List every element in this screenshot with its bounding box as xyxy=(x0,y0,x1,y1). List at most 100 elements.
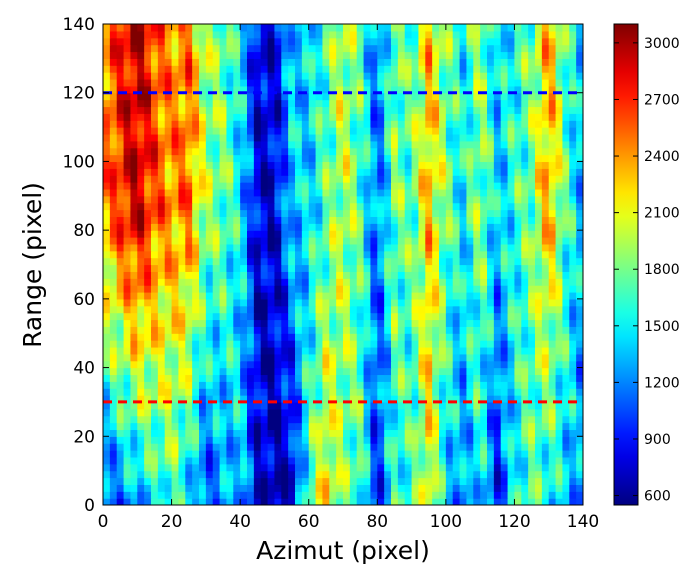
heatmap-cell xyxy=(247,463,255,472)
heatmap-cell xyxy=(452,360,461,369)
heatmap-cell xyxy=(528,147,536,156)
heatmap-cell xyxy=(260,360,269,369)
heatmap-cell xyxy=(171,92,180,101)
heatmap-cell xyxy=(199,305,207,314)
heatmap-cell xyxy=(144,202,152,211)
heatmap-cell xyxy=(329,120,337,128)
heatmap-cell xyxy=(480,326,488,334)
heatmap-cell xyxy=(137,216,145,224)
heatmap-cell xyxy=(418,147,426,156)
heatmap-cell xyxy=(103,305,111,314)
heatmap-cell xyxy=(157,127,166,135)
heatmap-cell xyxy=(322,243,330,252)
heatmap-cell xyxy=(391,250,399,259)
heatmap-cell xyxy=(370,470,378,479)
heatmap-cell xyxy=(500,147,509,156)
heatmap-cell xyxy=(336,401,344,410)
heatmap-cell xyxy=(569,37,577,46)
heatmap-cell xyxy=(205,72,214,80)
heatmap-cell xyxy=(164,58,173,66)
heatmap-cell xyxy=(349,120,358,128)
heatmap-cell xyxy=(233,388,241,396)
heatmap-cell xyxy=(137,65,145,73)
heatmap-cell xyxy=(384,291,392,300)
heatmap-cell xyxy=(480,223,488,231)
heatmap-cell xyxy=(555,44,564,53)
heatmap-cell xyxy=(439,113,447,121)
heatmap-cell xyxy=(473,120,481,128)
heatmap-cell xyxy=(397,498,406,505)
heatmap-cell xyxy=(212,58,221,66)
heatmap-cell xyxy=(295,353,303,362)
heatmap-cell xyxy=(322,250,330,259)
heatmap-cell xyxy=(301,195,310,204)
heatmap-cell xyxy=(253,188,262,197)
heatmap-cell xyxy=(356,30,365,39)
heatmap-cell xyxy=(157,113,166,121)
heatmap-cell xyxy=(411,401,420,410)
heatmap-cell xyxy=(466,175,474,183)
heatmap-cell xyxy=(103,230,111,238)
heatmap-cell xyxy=(185,175,193,183)
heatmap-cell xyxy=(541,72,550,80)
heatmap-cell xyxy=(535,395,543,403)
heatmap-cell xyxy=(562,30,570,39)
heatmap-cell xyxy=(301,408,310,417)
heatmap-cell xyxy=(192,415,200,424)
heatmap-cell xyxy=(267,319,276,327)
heatmap-cell xyxy=(192,278,200,286)
heatmap-cell xyxy=(274,72,282,80)
heatmap-cell xyxy=(322,51,330,59)
heatmap-cell xyxy=(247,298,255,307)
heatmap-cell xyxy=(288,470,296,479)
heatmap-cell xyxy=(157,298,166,307)
heatmap-cell xyxy=(521,51,529,59)
heatmap-cell xyxy=(226,24,234,32)
heatmap-cell xyxy=(562,298,570,307)
heatmap-cell xyxy=(432,429,440,437)
heatmap-cell xyxy=(507,450,516,458)
heatmap-cell xyxy=(356,271,365,279)
heatmap-cell xyxy=(480,188,488,197)
heatmap-cell xyxy=(487,24,495,32)
heatmap-cell xyxy=(151,463,159,472)
heatmap-cell xyxy=(185,305,193,314)
heatmap-cell xyxy=(144,195,152,204)
heatmap-cell xyxy=(397,319,406,327)
heatmap-cell xyxy=(192,85,200,94)
heatmap-cell xyxy=(363,127,372,135)
heatmap-cell xyxy=(521,188,529,197)
heatmap-cell xyxy=(336,65,344,73)
heatmap-cell xyxy=(274,470,282,479)
heatmap-cell xyxy=(487,353,495,362)
heatmap-cell xyxy=(308,374,317,382)
heatmap-cell xyxy=(336,99,344,108)
heatmap-cell xyxy=(439,250,447,259)
heatmap-cell xyxy=(500,65,509,73)
heatmap-cell xyxy=(425,230,433,238)
heatmap-cell xyxy=(459,326,468,334)
heatmap-cell xyxy=(569,319,577,327)
heatmap-cell xyxy=(267,154,276,163)
heatmap-cell xyxy=(109,99,118,108)
heatmap-cell xyxy=(466,456,474,465)
heatmap-cell xyxy=(260,278,269,286)
heatmap-cell xyxy=(411,374,420,382)
heatmap-cell xyxy=(459,78,468,87)
heatmap-cell xyxy=(329,202,337,211)
heatmap-cell xyxy=(151,154,159,163)
heatmap-cell xyxy=(233,346,241,355)
heatmap-cell xyxy=(157,305,166,314)
heatmap-cell xyxy=(480,450,488,458)
heatmap-cell xyxy=(363,188,372,197)
heatmap-cell xyxy=(569,429,577,437)
heatmap-cell xyxy=(137,85,145,94)
heatmap-cell xyxy=(466,285,474,293)
heatmap-cell xyxy=(576,285,583,293)
heatmap-cell xyxy=(281,65,289,73)
heatmap-cell xyxy=(329,326,337,334)
heatmap-cell xyxy=(576,175,583,183)
heatmap-cell xyxy=(185,92,193,101)
heatmap-cell xyxy=(377,429,385,437)
heatmap-cell xyxy=(411,58,420,66)
